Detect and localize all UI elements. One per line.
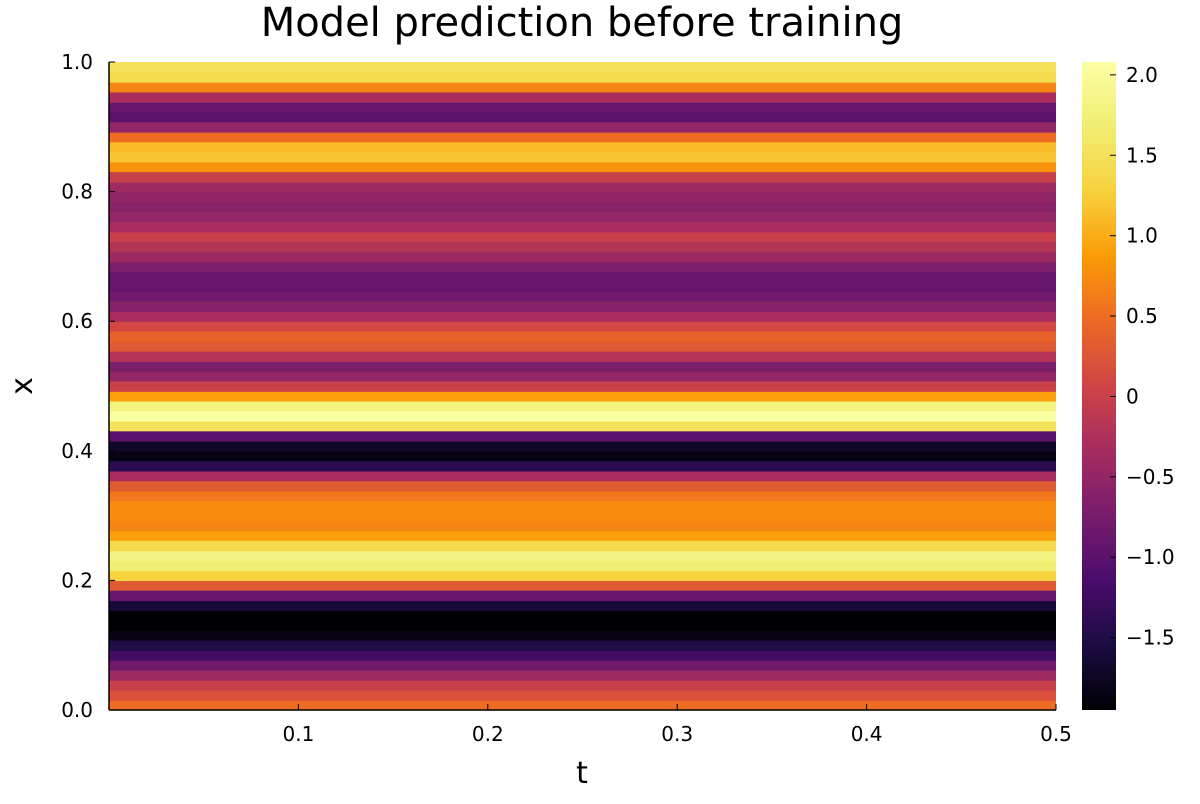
- heatmap-cell: [109, 131, 1056, 143]
- heatmap-cell: [109, 640, 1056, 651]
- heatmap-cell: [109, 500, 1056, 512]
- x-tick-label: 0.5: [1040, 722, 1072, 746]
- heatmap-plot-area: [109, 62, 1056, 711]
- colorbar-ticks: −1.5 −1.0 −0.5 0 0.5 1.0 1.5 2.0: [1110, 63, 1175, 650]
- y-axis-ticks: 0.0 0.2 0.4 0.6 0.8 1.0: [61, 50, 115, 722]
- y-tick-label: 0.0: [61, 698, 93, 722]
- heatmap-cell: [109, 660, 1056, 671]
- heatmap-cell: [109, 540, 1056, 552]
- x-axis-label: t: [576, 756, 588, 791]
- heatmap-cell: [109, 490, 1056, 502]
- heatmap-cell: [109, 111, 1056, 123]
- heatmap-cell: [109, 550, 1056, 561]
- heatmap-cell: [109, 391, 1056, 402]
- heatmap-cell: [109, 191, 1056, 202]
- heatmap-cell: [109, 361, 1056, 372]
- heatmap-cell: [109, 410, 1056, 422]
- heatmap-cell: [109, 560, 1056, 572]
- heatmap-cell: [109, 281, 1056, 292]
- heatmap-cell: [109, 291, 1056, 302]
- heatmap-cell: [109, 251, 1056, 263]
- colorbar: [1082, 62, 1116, 710]
- heatmap-cell: [109, 610, 1056, 622]
- y-tick-label: 1.0: [61, 50, 93, 74]
- x-tick-label: 0.4: [851, 722, 883, 746]
- y-axis-label: x: [5, 377, 40, 395]
- heatmap-cell: [109, 450, 1056, 462]
- chart-title: Model prediction before training: [261, 0, 904, 46]
- heatmap-cell: [109, 301, 1056, 313]
- heatmap-cell: [109, 261, 1056, 272]
- heatmap-cell: [109, 480, 1056, 492]
- heatmap-cell: [109, 530, 1056, 541]
- heatmap-cell: [109, 689, 1056, 701]
- heatmap-cell: [109, 430, 1056, 442]
- colorbar-tick-label: 1.0: [1126, 224, 1158, 248]
- heatmap-cell: [109, 460, 1056, 472]
- colorbar-tick-label: −1.5: [1126, 626, 1175, 650]
- y-tick-label: 0.2: [61, 568, 93, 592]
- heatmap-cell: [109, 630, 1056, 641]
- heatmap-cell: [109, 570, 1056, 581]
- heatmap-cell: [109, 510, 1056, 522]
- heatmap-cell: [109, 321, 1056, 332]
- y-tick-label: 0.8: [61, 180, 93, 204]
- heatmap-cell: [109, 211, 1056, 223]
- x-axis-ticks: 0.1 0.2 0.3 0.4 0.5: [282, 704, 1072, 746]
- heatmap-cell: [109, 520, 1056, 532]
- heatmap-cell: [109, 91, 1056, 103]
- heatmap-cell: [109, 669, 1056, 681]
- heatmap-cell: [109, 82, 1056, 93]
- heatmap-cell: [109, 680, 1056, 691]
- heatmap-cell: [109, 201, 1056, 213]
- plot-axes: [108, 62, 1056, 711]
- heatmap-cell: [109, 221, 1056, 233]
- heatmap-cell: [109, 400, 1056, 412]
- heatmap-cell: [109, 620, 1056, 631]
- heatmap-cell: [109, 271, 1056, 282]
- y-tick-label: 0.6: [61, 309, 93, 333]
- heatmap-cell: [109, 171, 1056, 183]
- heatmap-cell: [109, 371, 1056, 382]
- heatmap-cell: [109, 600, 1056, 611]
- colorbar-tick-label: 1.5: [1126, 143, 1158, 167]
- heatmap-cell: [109, 161, 1056, 173]
- heatmap-cell: [109, 71, 1056, 83]
- heatmap-cell: [109, 351, 1056, 362]
- heatmap-cell: [109, 62, 1056, 73]
- heatmap-cell: [109, 380, 1056, 392]
- heatmap-cell: [109, 102, 1056, 113]
- colorbar-tick-label: −1.0: [1126, 545, 1175, 569]
- heatmap-cell: [109, 330, 1056, 342]
- colorbar-tick-label: −0.5: [1126, 465, 1175, 489]
- x-tick-label: 0.1: [282, 722, 314, 746]
- heatmap-cell: [109, 341, 1056, 352]
- heatmap-cell: [109, 470, 1056, 482]
- heatmap-cell: [109, 700, 1056, 711]
- heatmap-cell: [109, 121, 1056, 133]
- y-tick-label: 0.4: [61, 439, 93, 463]
- heatmap-cell: [109, 441, 1056, 452]
- heatmap-cell: [109, 590, 1056, 602]
- x-tick-label: 0.3: [661, 722, 693, 746]
- heatmap-cell: [109, 181, 1056, 193]
- heatmap-cell: [109, 311, 1056, 322]
- heatmap-cell: [109, 231, 1056, 243]
- heatmap-cell: [109, 650, 1056, 661]
- heatmap-cell: [109, 420, 1056, 432]
- heatmap-cell: [109, 141, 1056, 153]
- colorbar-tick-label: 0: [1126, 384, 1139, 408]
- heatmap-cell: [109, 151, 1056, 163]
- heatmap-cell: [109, 580, 1056, 591]
- heatmap-cell: [109, 241, 1056, 252]
- colorbar-tick-label: 0.5: [1126, 304, 1158, 328]
- x-tick-label: 0.2: [472, 722, 504, 746]
- colorbar-tick-label: 2.0: [1126, 63, 1158, 87]
